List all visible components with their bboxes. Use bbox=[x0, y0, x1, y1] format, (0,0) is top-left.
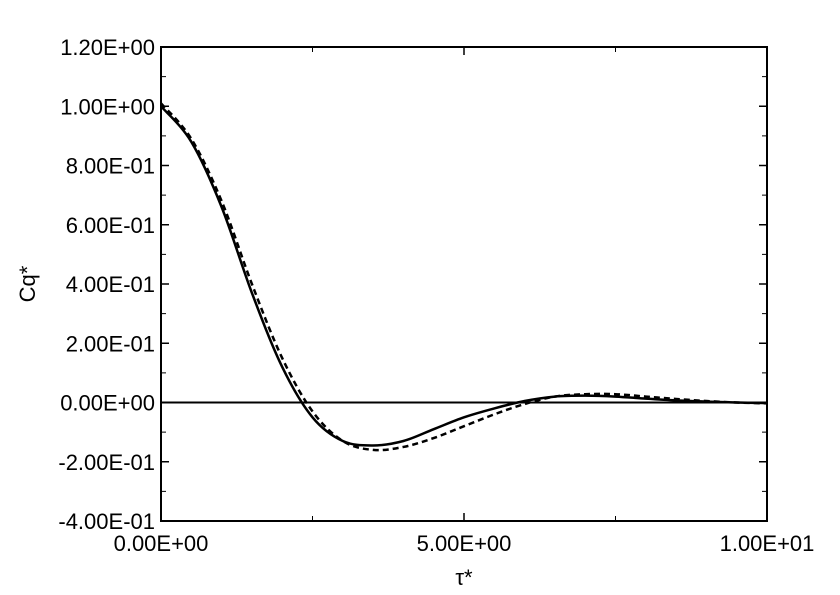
y-tick-label: 4.00E-01 bbox=[66, 272, 155, 297]
y-tick-label: 2.00E-01 bbox=[66, 331, 155, 356]
dashed-series-line bbox=[160, 102, 768, 452]
x-tick-label: 1.00E+01 bbox=[720, 531, 815, 556]
y-axis-label: Cq* bbox=[15, 265, 40, 302]
y-tick-label: 1.00E+00 bbox=[60, 94, 155, 119]
x-axis-label: τ* bbox=[455, 565, 473, 590]
y-tick-label: 1.20E+00 bbox=[60, 35, 155, 60]
series-group bbox=[160, 102, 768, 452]
y-tick-label: -2.00E-01 bbox=[58, 450, 155, 475]
x-tick-label: 5.00E+00 bbox=[417, 531, 512, 556]
y-tick-label: -4.00E-01 bbox=[58, 509, 155, 534]
y-tick-label: 8.00E-01 bbox=[66, 154, 155, 179]
x-tick-label: 0.00E+00 bbox=[114, 531, 209, 556]
y-tick-label: 0.00E+00 bbox=[60, 391, 155, 416]
y-tick-label: 6.00E-01 bbox=[66, 213, 155, 238]
x-axis-ticks: 0.00E+00 5.00E+00 1.00E+01 bbox=[114, 47, 815, 556]
solid-series-line bbox=[160, 105, 768, 447]
y-axis-ticks: 1.20E+00 1.00E+00 8.00E-01 6.00E-01 4.00E-01… bbox=[58, 35, 767, 534]
